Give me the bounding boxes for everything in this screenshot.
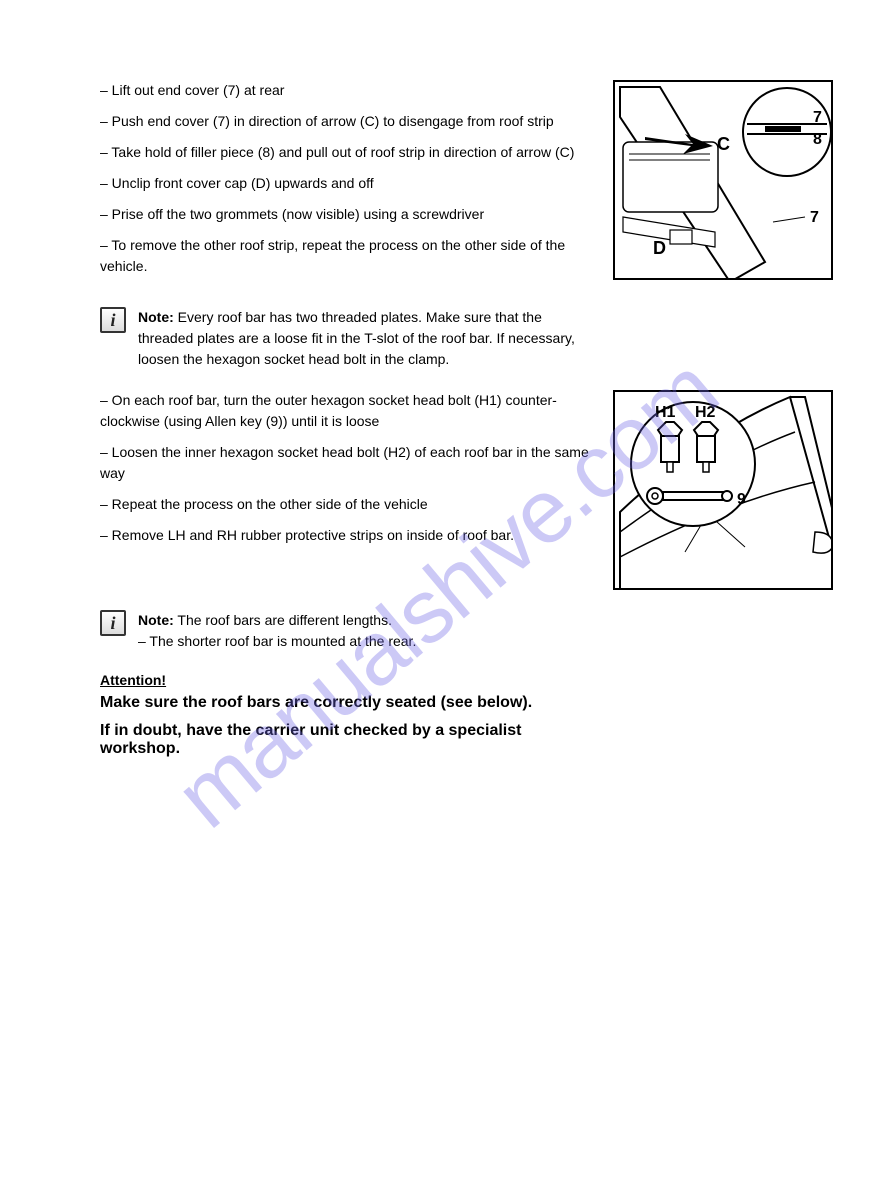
- label-7-top: 7: [813, 109, 822, 126]
- section-2-row: – On each roof bar, turn the outer hexag…: [100, 390, 833, 590]
- label-H1: H1: [655, 404, 676, 421]
- note-1: i Note: Every roof bar has two threaded …: [100, 307, 580, 370]
- note-1-title: Note:: [138, 309, 174, 325]
- section-2-text: – On each roof bar, turn the outer hexag…: [100, 390, 593, 590]
- s2-line-1: – Loosen the inner hexagon socket head b…: [100, 442, 593, 484]
- note-1-body: Every roof bar has two threaded plates. …: [138, 309, 575, 367]
- figure-2: H1 H2 9: [613, 390, 833, 590]
- note-2-line2: – The shorter roof bar is mounted at the…: [138, 631, 416, 652]
- label-7-side: 7: [810, 209, 819, 226]
- attention-line-1: If in doubt, have the carrier unit check…: [100, 722, 580, 758]
- section-1-text: – Lift out end cover (7) at rear – Push …: [100, 80, 593, 287]
- note-2-text: Note: The roof bars are different length…: [138, 610, 416, 652]
- s1-line-1: – Push end cover (7) in direction of arr…: [100, 111, 593, 132]
- note-2: i Note: The roof bars are different leng…: [100, 610, 580, 652]
- attention-heading: Attention!: [100, 672, 580, 688]
- info-icon: i: [100, 307, 126, 333]
- label-D: D: [653, 238, 666, 258]
- figure-1-col: C D 7 8 7: [613, 80, 833, 287]
- s1-line-2: – Take hold of filler piece (8) and pull…: [100, 142, 593, 163]
- note-1-text: Note: Every roof bar has two threaded pl…: [138, 307, 580, 370]
- attention-line-0: Make sure the roof bars are correctly se…: [100, 694, 580, 712]
- s1-line-3: – Unclip front cover cap (D) upwards and…: [100, 173, 593, 194]
- s2-line-0: – On each roof bar, turn the outer hexag…: [100, 390, 593, 432]
- s1-line-0: – Lift out end cover (7) at rear: [100, 80, 593, 101]
- figure-2-col: H1 H2 9: [613, 390, 833, 590]
- s1-line-5: – To remove the other roof strip, repeat…: [100, 235, 593, 277]
- s2-line-3: – Remove LH and RH rubber protective str…: [100, 525, 593, 546]
- label-9: 9: [737, 491, 746, 508]
- section-1-row: – Lift out end cover (7) at rear – Push …: [100, 80, 833, 287]
- s1-line-4: – Prise off the two grommets (now visibl…: [100, 204, 593, 225]
- attention-block: Attention! Make sure the roof bars are c…: [100, 672, 580, 758]
- label-8-top: 8: [813, 131, 822, 148]
- figure-1: C D 7 8 7: [613, 80, 833, 280]
- info-icon: i: [100, 610, 126, 636]
- note-2-title: Note:: [138, 612, 174, 628]
- label-C: C: [717, 134, 730, 154]
- note-2-line1: The roof bars are different lengths.: [177, 612, 392, 628]
- s2-line-2: – Repeat the process on the other side o…: [100, 494, 593, 515]
- label-H2: H2: [695, 404, 716, 421]
